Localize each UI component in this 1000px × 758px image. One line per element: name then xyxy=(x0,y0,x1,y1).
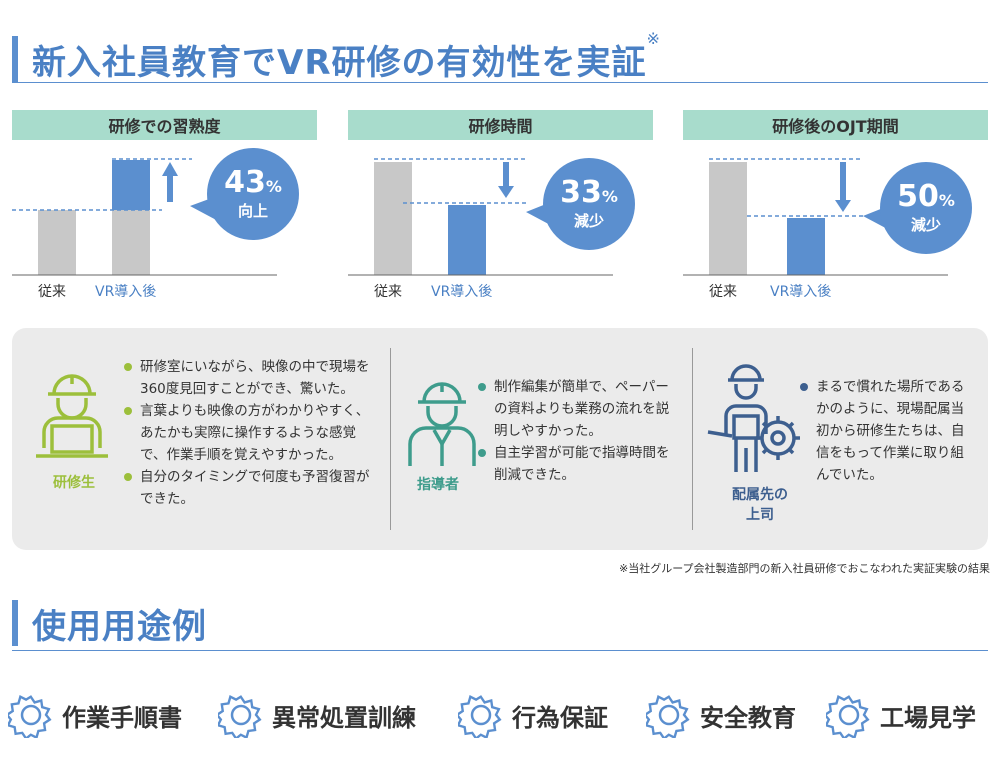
usecase-item: 安全教育 xyxy=(646,690,796,740)
instructor-icon xyxy=(408,382,476,466)
divider xyxy=(692,348,693,530)
usecases-title: 使用用途例 xyxy=(12,600,207,647)
list-item: まるで慣れた場所であるかのように、現場配属当初から研修生たちは、自信をもって作業… xyxy=(800,376,970,486)
x-label-before: 従来 xyxy=(38,284,66,300)
title-footnote-mark: ※ xyxy=(646,28,661,48)
role-label-instructor: 指導者 xyxy=(417,477,459,493)
list-item: 制作編集が簡単で、ペーパーの資料よりも業務の流れを説明しやすかった。 xyxy=(478,376,678,442)
list-item: 自分のタイミングで何度も予習復習ができた。 xyxy=(124,466,374,510)
change-percent: 43 xyxy=(224,164,266,200)
voices-panel: 研修生 研修室にいながら、映像の中で現場を360度見回すことができ、驚いた。 言… xyxy=(12,328,988,550)
usecase-item: 工場見学 xyxy=(826,690,976,740)
bar-before xyxy=(374,162,412,275)
change-unit: % xyxy=(265,176,282,196)
usecase-label: 異常処置訓練 xyxy=(272,703,416,732)
bar-after xyxy=(787,218,825,275)
metric-heading: 研修での習熟度 xyxy=(12,110,317,140)
arrow-down-icon xyxy=(498,162,514,198)
arrow-down-icon xyxy=(835,162,851,212)
x-label-before: 従来 xyxy=(709,284,737,300)
bar-before xyxy=(38,210,76,275)
arrow-up-icon xyxy=(162,162,178,202)
change-label: 減少 xyxy=(573,211,604,230)
bar-after-gray xyxy=(112,210,150,275)
change-percent: 50 xyxy=(897,178,939,214)
metric-panel-ojt-period: 研修後のOJT期間 50% 減少 従来 VR導入後 xyxy=(683,110,988,300)
metric-heading: 研修後のOJT期間 xyxy=(683,110,988,140)
usecase-label: 安全教育 xyxy=(700,703,796,732)
change-bubble: 43% 向上 xyxy=(207,148,299,240)
x-label-after: VR導入後 xyxy=(770,284,832,300)
page-title: 新入社員教育でVR研修の有効性を実証※ xyxy=(12,29,661,83)
title-rule xyxy=(12,82,988,83)
bar-before xyxy=(709,162,747,275)
usecase-label: 行為保証 xyxy=(512,703,608,732)
gear-icon xyxy=(826,695,870,738)
page-title-text: 新入社員教育でVR研修の有効性を実証 xyxy=(32,42,647,83)
usecases-list: 作業手順書 異常処置訓練 行為保証 安全教育 xyxy=(0,690,1000,740)
role-label-supervisor-line2: 上司 xyxy=(746,507,774,523)
metric-panel-training-time: 研修時間 33% 減少 従来 VR導入後 xyxy=(348,110,653,300)
title-accent-bar xyxy=(12,36,18,82)
gear-icon xyxy=(218,695,262,738)
metric-chart xyxy=(683,158,948,276)
metric-panel-proficiency: 研修での習熟度 43% 向上 従来 VR導入後 xyxy=(12,110,317,300)
usecases-title-text: 使用用途例 xyxy=(32,606,207,647)
usecase-label: 工場見学 xyxy=(880,703,976,732)
x-label-before: 従来 xyxy=(374,284,402,300)
usecases-rule xyxy=(12,650,988,651)
trainee-icon xyxy=(36,374,108,458)
bar-after xyxy=(448,205,486,275)
footnote: ※当社グループ会社製造部門の新入社員研修でおこなわれた実証実験の結果 xyxy=(618,562,990,575)
trainee-comments: 研修室にいながら、映像の中で現場を360度見回すことができ、驚いた。 言葉よりも… xyxy=(124,356,374,510)
gear-icon xyxy=(458,695,502,738)
role-label-trainee: 研修生 xyxy=(53,475,95,491)
usecase-item: 異常処置訓練 xyxy=(218,690,416,740)
change-percent: 33 xyxy=(560,174,602,210)
usecase-label: 作業手順書 xyxy=(62,703,182,732)
usecase-item: 行為保証 xyxy=(458,690,608,740)
supervisor-comments: まるで慣れた場所であるかのように、現場配属当初から研修生たちは、自信をもって作業… xyxy=(800,376,970,486)
metric-heading: 研修時間 xyxy=(348,110,653,140)
change-unit: % xyxy=(938,190,955,210)
x-label-after: VR導入後 xyxy=(95,284,157,300)
usecase-item: 作業手順書 xyxy=(8,690,182,740)
usecases-accent-bar xyxy=(12,600,18,646)
supervisor-icon xyxy=(707,364,800,472)
list-item: 言葉よりも映像の方がわかりやすく、あたかも実際に操作するような感覚で、作業手順を… xyxy=(124,400,374,466)
change-label: 向上 xyxy=(237,201,268,220)
gear-icon xyxy=(646,695,690,738)
gear-icon xyxy=(8,695,52,738)
bar-after-blue xyxy=(112,160,150,210)
change-bubble: 33% 減少 xyxy=(543,158,635,250)
role-label-supervisor: 配属先の 上司 xyxy=(720,484,800,524)
change-bubble: 50% 減少 xyxy=(880,162,972,254)
change-label: 減少 xyxy=(910,215,941,234)
divider xyxy=(390,348,391,530)
role-label-supervisor-line1: 配属先の xyxy=(732,487,788,503)
list-item: 研修室にいながら、映像の中で現場を360度見回すことができ、驚いた。 xyxy=(124,356,374,400)
instructor-comments: 制作編集が簡単で、ペーパーの資料よりも業務の流れを説明しやすかった。 自主学習が… xyxy=(478,376,678,486)
x-label-after: VR導入後 xyxy=(431,284,493,300)
list-item: 自主学習が可能で指導時間を削減できた。 xyxy=(478,442,678,486)
change-unit: % xyxy=(601,186,618,206)
